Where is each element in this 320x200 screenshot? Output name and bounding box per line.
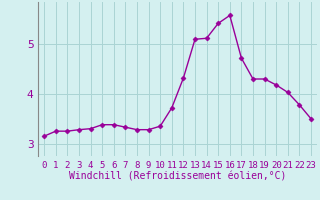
X-axis label: Windchill (Refroidissement éolien,°C): Windchill (Refroidissement éolien,°C) — [69, 171, 286, 181]
